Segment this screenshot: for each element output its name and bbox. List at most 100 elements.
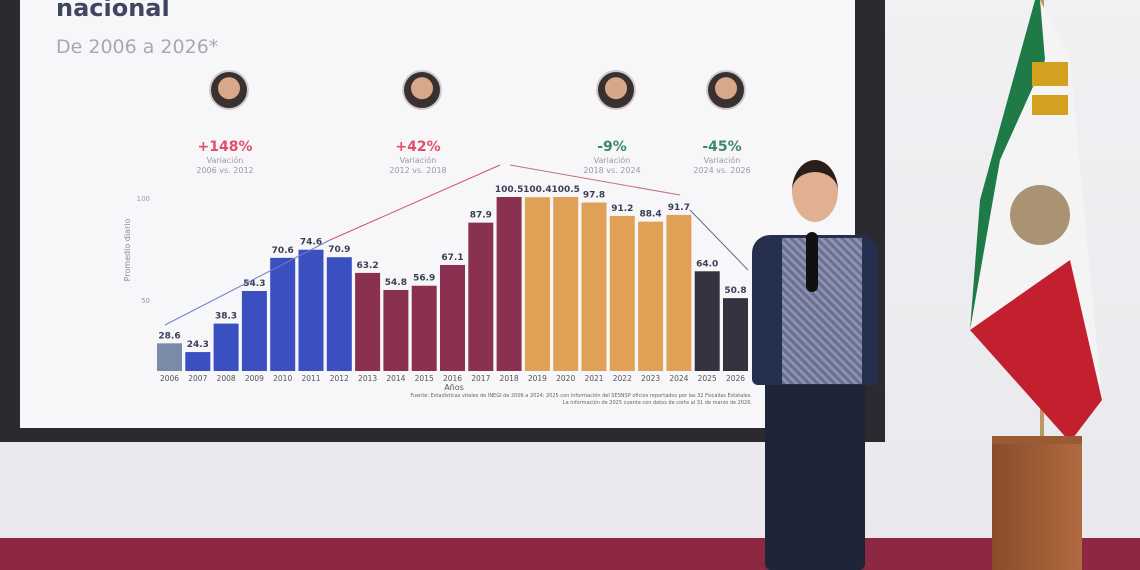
annotation-2012-2018: +42% Variación 2012 vs. 2018 [358, 138, 478, 176]
data-label: 50.8 [724, 286, 746, 296]
data-label: 100.4 [523, 185, 551, 195]
x-tick-label: 2011 [301, 374, 320, 383]
bar-2021 [581, 202, 607, 371]
microphone-icon [806, 232, 818, 292]
x-tick-label: 2007 [188, 374, 207, 383]
speaker-vest [782, 238, 862, 384]
variation-label: Variación [399, 156, 437, 165]
bar-2016 [440, 264, 465, 371]
x-tick-label: 2020 [556, 374, 575, 383]
x-tick-label: 2026 [726, 374, 745, 383]
x-tick-label: 2021 [584, 374, 603, 383]
x-tick-label: 2016 [443, 374, 462, 383]
variation-range: 2012 vs. 2018 [389, 166, 447, 175]
trend-arrow [509, 164, 681, 196]
portrait-icon [706, 70, 746, 110]
annotation-2018-2024: -9% Variación 2018 vs. 2024 [552, 138, 672, 176]
bar-2015 [411, 285, 437, 371]
bar-2008 [213, 323, 239, 371]
source-note: Fuente: Estadísticas vitales de INEGI de… [360, 393, 752, 407]
x-tick-label: 2010 [273, 374, 292, 383]
variation-label: Variación [593, 156, 631, 165]
portrait-icon [209, 70, 249, 110]
x-tick-label: 2013 [358, 374, 377, 383]
trend-arrow [164, 239, 331, 326]
x-tick-label: 2024 [669, 374, 688, 383]
data-label: 64.0 [696, 259, 718, 269]
bar-2013 [355, 272, 381, 371]
x-tick-label: 2009 [245, 374, 264, 383]
bar-chart: 50 100 28.6 2006 24.3 2007 38.3 2008 54.3 2009 70.… [123, 164, 749, 392]
source-line: La información de 2025 cuenta con datos … [562, 400, 752, 406]
data-label: 63.2 [356, 261, 378, 271]
x-axis-label: Años [444, 383, 464, 392]
x-tick-label: 2017 [471, 374, 490, 383]
x-tick-label: 2014 [386, 374, 405, 383]
y-tick-label: 50 [141, 297, 150, 305]
variation-pct: +42% [395, 139, 441, 155]
data-label: 38.3 [215, 312, 237, 322]
variation-label: Variación [206, 156, 244, 165]
data-label: 70.6 [272, 246, 294, 256]
wooden-podium [992, 436, 1082, 570]
bar-2023 [638, 221, 664, 371]
data-label: 28.6 [158, 331, 180, 341]
bar-2026 [723, 298, 748, 371]
bar-2011 [298, 249, 324, 371]
bar-2006 [157, 343, 182, 371]
variation-range: 2006 vs. 2012 [196, 166, 254, 175]
variation-range: 2024 vs. 2026 [693, 166, 751, 175]
y-axis-label: Promedio diario [123, 219, 132, 282]
bar-2007 [185, 352, 211, 371]
data-label: 74.6 [300, 238, 322, 248]
x-tick-label: 2015 [415, 374, 434, 383]
data-label: 56.9 [413, 274, 435, 284]
bar-2024 [666, 214, 692, 371]
x-tick-label: 2006 [160, 374, 179, 383]
annotation-2024-2026: -45% Variación 2024 vs. 2026 [662, 138, 782, 176]
variation-pct: -45% [702, 139, 742, 155]
trend-arrow [329, 164, 501, 241]
y-tick-label: 100 [137, 195, 150, 203]
data-label: 24.3 [187, 340, 209, 350]
x-tick-label: 2025 [698, 374, 717, 383]
x-tick-label: 2012 [330, 374, 349, 383]
speaker-legs [765, 380, 865, 570]
variation-range: 2018 vs. 2024 [583, 166, 641, 175]
flag-tassel [1032, 95, 1068, 115]
x-tick-label: 2022 [613, 374, 632, 383]
slide-title: nacional [56, 0, 170, 22]
portrait-icon [596, 70, 636, 110]
data-label: 97.8 [583, 190, 605, 200]
bar-2017 [468, 222, 494, 371]
data-label: 100.5 [495, 185, 523, 195]
slide-subtitle: De 2006 a 2026* [56, 36, 219, 58]
variation-pct: +148% [197, 139, 253, 155]
x-tick-label: 2023 [641, 374, 660, 383]
data-label: 54.3 [243, 279, 265, 289]
bar-2020 [553, 197, 579, 371]
data-label: 91.7 [668, 203, 690, 213]
data-label: 88.4 [639, 210, 661, 220]
x-tick-label: 2018 [500, 374, 519, 383]
data-label: 91.2 [611, 204, 633, 214]
bar-2012 [326, 257, 352, 371]
x-tick-label: 2008 [217, 374, 236, 383]
data-label: 54.8 [385, 278, 407, 288]
x-tick-label: 2019 [528, 374, 547, 383]
speaker-head [792, 160, 838, 222]
source-line: Fuente: Estadísticas vitales de INEGI de… [410, 393, 752, 399]
variation-pct: -9% [597, 139, 627, 155]
portrait-icon [402, 70, 442, 110]
bar-2019 [524, 197, 550, 371]
bar-2010 [270, 257, 296, 371]
bar-2022 [609, 215, 635, 371]
bar-2018 [496, 197, 522, 371]
data-label: 70.9 [328, 245, 350, 255]
data-label: 67.1 [441, 253, 463, 263]
coat-of-arms-icon [1010, 185, 1070, 245]
flag-tassel [1032, 62, 1068, 86]
maroon-floor-band [0, 538, 1140, 570]
mexican-flag [970, 0, 1102, 442]
trend-arrow [689, 209, 749, 271]
